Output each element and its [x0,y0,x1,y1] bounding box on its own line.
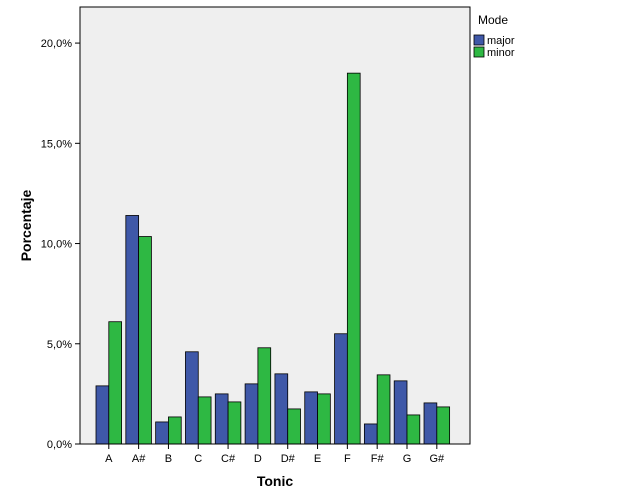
bar-major-G# [423,402,438,445]
bar-minor-E [317,393,331,445]
x-tick-label: A [105,453,113,465]
x-tick-label: D# [281,453,296,465]
legend-label-minor: minor [487,47,515,59]
x-axis-title: Tonic [257,473,294,489]
y-tick-label: 15,0% [41,138,72,150]
y-axis-title: Porcentaje [18,189,34,261]
x-tick-label: C [194,453,202,465]
bars [95,72,451,445]
y-tick-label: 10,0% [41,239,72,251]
x-tick-label: F [344,453,351,465]
y-tick-label: 0,0% [47,439,72,451]
x-tick-label: B [165,453,172,465]
bar-major-F [334,333,348,445]
y-axis-ticks: 0,0% 5,0% 10,0% 15,0% 20,0% [41,38,80,451]
x-tick-label: C# [221,453,236,465]
bar-minor-B [168,416,182,445]
bar-major-A [95,385,110,445]
x-axis-ticks: A A# B C C# D D# E F F# G G# [105,444,445,465]
x-tick-label: E [314,453,321,465]
bar-major-D# [274,373,289,445]
bar-minor-D [257,347,272,445]
x-tick-label: D [254,453,262,465]
bar-major-E [304,391,318,445]
bar-major-G [393,380,408,445]
y-tick-label: 5,0% [47,339,72,351]
bar-minor-C# [227,401,242,445]
bar-major-D [244,383,259,445]
bar-major-C [185,351,199,445]
y-tick-label: 20,0% [41,38,72,50]
bar-minor-G [406,414,421,445]
x-tick-label: G [403,453,412,465]
legend-swatch-minor [473,46,485,58]
x-tick-label: A# [132,453,146,465]
bar-major-C# [214,393,229,445]
bar-minor-C [197,396,212,445]
bar-minor-G# [436,406,451,445]
legend-label-major: major [487,35,515,47]
bar-minor-F# [376,374,391,445]
bar-major-F# [363,423,378,445]
x-tick-label: F# [371,453,385,465]
bar-major-B [155,421,169,445]
legend-swatch-major [473,34,485,46]
bar-minor-A# [138,236,152,445]
bar-major-A# [125,215,140,445]
bar-minor-A [108,321,123,445]
x-tick-label: G# [429,453,445,465]
legend-title: Mode [478,13,508,27]
bar-minor-F [346,72,361,445]
bar-minor-D# [287,408,301,445]
